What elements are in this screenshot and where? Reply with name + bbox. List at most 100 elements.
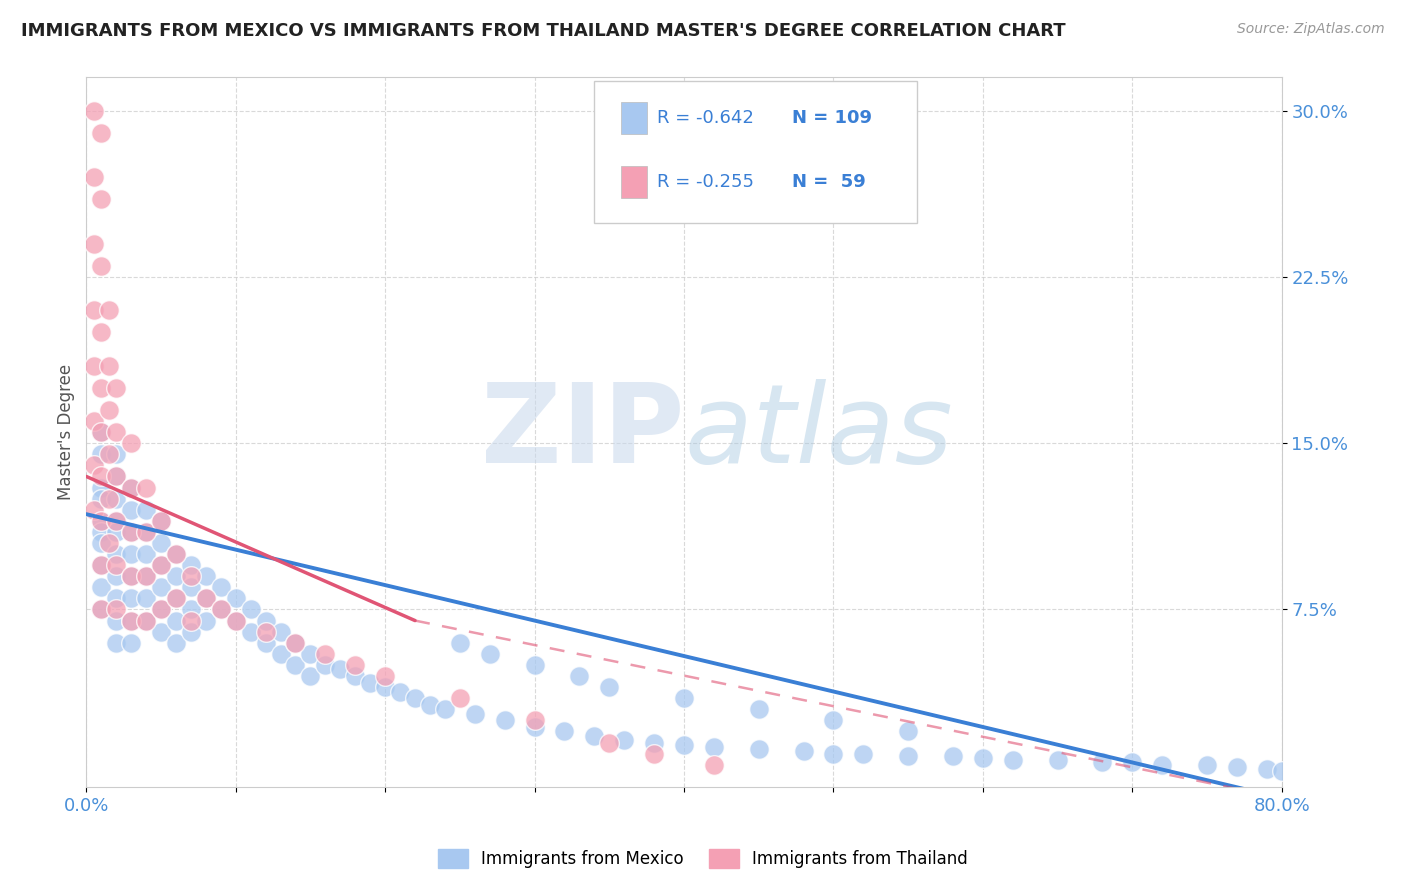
Point — [404, 691, 426, 706]
Point — [105, 425, 128, 439]
Point — [135, 569, 157, 583]
Point — [83, 502, 105, 516]
Point — [568, 669, 591, 683]
Point — [180, 602, 202, 616]
Point — [90, 602, 112, 616]
Point — [120, 436, 142, 450]
Point — [284, 636, 307, 650]
Point — [90, 381, 112, 395]
Point — [180, 614, 202, 628]
Point — [120, 614, 142, 628]
Point — [284, 657, 307, 672]
Point — [225, 591, 247, 606]
Point — [209, 602, 232, 616]
Point — [90, 425, 112, 439]
Point — [643, 735, 665, 749]
Point — [972, 751, 994, 765]
Point — [120, 524, 142, 539]
Point — [105, 514, 128, 528]
Point — [105, 569, 128, 583]
Point — [83, 170, 105, 185]
Point — [150, 602, 173, 616]
Point — [897, 748, 920, 763]
Point — [135, 591, 157, 606]
Point — [97, 536, 120, 550]
Point — [135, 614, 157, 628]
Point — [135, 614, 157, 628]
Point — [90, 469, 112, 483]
Point — [194, 614, 217, 628]
Point — [374, 680, 396, 694]
Legend: Immigrants from Mexico, Immigrants from Thailand: Immigrants from Mexico, Immigrants from … — [432, 842, 974, 875]
Point — [150, 558, 173, 573]
Point — [150, 514, 173, 528]
Point — [314, 657, 336, 672]
Point — [209, 602, 232, 616]
Point — [165, 614, 187, 628]
Point — [748, 702, 770, 716]
Point — [120, 481, 142, 495]
Point — [672, 691, 695, 706]
Point — [97, 447, 120, 461]
Point — [748, 742, 770, 756]
Point — [225, 614, 247, 628]
Point — [180, 558, 202, 573]
Point — [97, 491, 120, 506]
Text: atlas: atlas — [683, 378, 953, 485]
Point — [83, 359, 105, 373]
Text: IMMIGRANTS FROM MEXICO VS IMMIGRANTS FROM THAILAND MASTER'S DEGREE CORRELATION C: IMMIGRANTS FROM MEXICO VS IMMIGRANTS FRO… — [21, 22, 1066, 40]
Point — [90, 524, 112, 539]
Point — [120, 591, 142, 606]
Point — [105, 469, 128, 483]
Point — [150, 558, 173, 573]
Point — [464, 706, 486, 721]
Point — [105, 381, 128, 395]
Point — [120, 481, 142, 495]
Point — [299, 647, 322, 661]
Point — [942, 748, 965, 763]
Point — [897, 724, 920, 739]
Point — [478, 647, 501, 661]
Point — [1046, 753, 1069, 767]
Point — [90, 536, 112, 550]
Point — [105, 636, 128, 650]
Point — [150, 624, 173, 639]
Point — [105, 614, 128, 628]
Point — [284, 636, 307, 650]
Point — [105, 447, 128, 461]
Point — [90, 558, 112, 573]
Point — [225, 614, 247, 628]
Point — [105, 514, 128, 528]
FancyBboxPatch shape — [595, 81, 917, 223]
Point — [703, 739, 725, 754]
Point — [90, 558, 112, 573]
Y-axis label: Master's Degree: Master's Degree — [58, 364, 75, 500]
Point — [703, 757, 725, 772]
Point — [90, 193, 112, 207]
Point — [165, 591, 187, 606]
Point — [1001, 753, 1024, 767]
Point — [598, 735, 620, 749]
Point — [180, 624, 202, 639]
Point — [1256, 762, 1278, 776]
Point — [105, 558, 128, 573]
Point — [90, 326, 112, 340]
Point — [374, 669, 396, 683]
Point — [852, 747, 875, 761]
Point — [90, 514, 112, 528]
Point — [97, 303, 120, 318]
Text: N =  59: N = 59 — [792, 173, 865, 191]
Point — [97, 359, 120, 373]
Point — [120, 502, 142, 516]
Point — [83, 414, 105, 428]
Point — [449, 636, 471, 650]
Point — [344, 669, 367, 683]
Point — [254, 624, 277, 639]
Point — [90, 491, 112, 506]
Text: Source: ZipAtlas.com: Source: ZipAtlas.com — [1237, 22, 1385, 37]
Point — [120, 614, 142, 628]
Point — [135, 524, 157, 539]
FancyBboxPatch shape — [620, 103, 647, 134]
Point — [239, 624, 262, 639]
Point — [105, 524, 128, 539]
